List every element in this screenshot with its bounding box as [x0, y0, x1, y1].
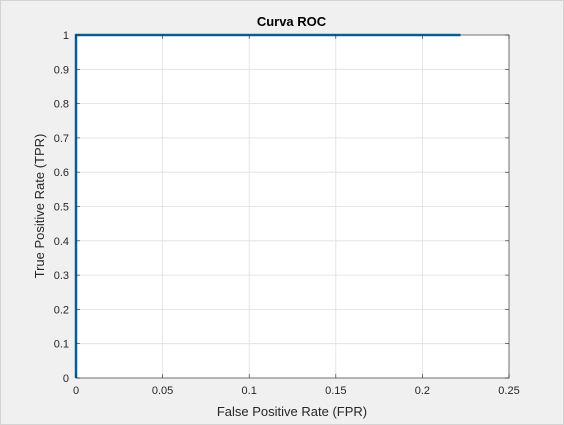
- x-tick-label: 0.2: [415, 385, 430, 397]
- x-axis-label: False Positive Rate (FPR): [217, 404, 367, 419]
- y-tick-label: 0.1: [54, 339, 69, 351]
- x-tick-label: 0: [73, 385, 79, 397]
- x-tick-label: 0.15: [325, 385, 346, 397]
- x-tick-label: 0.05: [152, 385, 173, 397]
- y-tick-labels: 0 0.1 0.2 0.3 0.4 0.5 0.6 0.7 0.8 0.9 1: [54, 30, 69, 385]
- y-tick-label: 0.5: [54, 202, 69, 214]
- x-tick-labels: 0 0.05 0.1 0.15 0.2 0.25: [73, 385, 520, 397]
- chart-title: Curva ROC: [257, 14, 327, 29]
- grid-lines: [75, 34, 510, 379]
- y-tick-label: 0.2: [54, 304, 69, 316]
- y-tick-label: 0: [63, 373, 69, 385]
- y-tick-label: 0.6: [54, 167, 69, 179]
- y-axis-label: True Positive Rate (TPR): [32, 134, 47, 279]
- x-tick-label: 0.25: [498, 385, 519, 397]
- x-tick-label: 0.1: [242, 385, 257, 397]
- y-tick-label: 0.8: [54, 99, 69, 111]
- tick-marks: [75, 34, 510, 379]
- y-tick-label: 0.7: [54, 133, 69, 145]
- y-tick-label: 0.4: [54, 236, 69, 248]
- y-tick-label: 0.9: [54, 64, 69, 76]
- y-tick-label: 1: [63, 30, 69, 42]
- y-tick-label: 0.3: [54, 270, 69, 282]
